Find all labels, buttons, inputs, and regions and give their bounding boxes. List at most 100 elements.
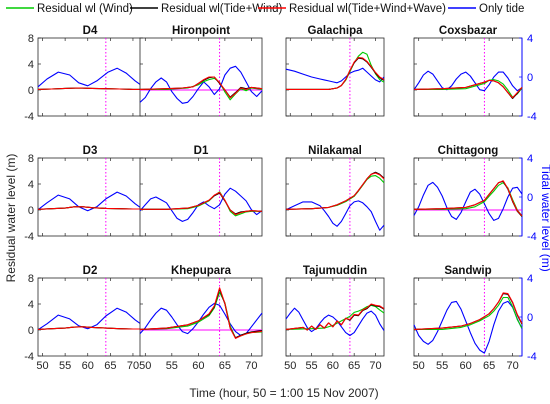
- panel-frame: [285, 37, 385, 117]
- panel-frame: [285, 277, 385, 357]
- x-tick-label: 60: [82, 360, 94, 372]
- panel-frame: [139, 277, 263, 357]
- series-line-tide: [413, 300, 523, 354]
- panel-galachipa: Galachipa: [285, 25, 385, 117]
- panel-title: Chittagong: [438, 145, 499, 157]
- x-tick-label: 65: [104, 360, 116, 372]
- y-tick-label-left: 8: [28, 153, 34, 165]
- series-line-tide: [413, 181, 523, 221]
- y-tick-label-left: -4: [24, 231, 34, 243]
- panel-sandwip: Sandwip 50 55 60 65 70 -4 0 4: [413, 265, 537, 372]
- y-tick-label-left: 8: [28, 33, 34, 45]
- x-tick-label: 65: [483, 360, 495, 372]
- legend-entry-twv: Residual wl(Tide+Wind+Wave): [258, 3, 446, 15]
- panel-frame: [413, 37, 523, 117]
- series-line-twv: [140, 191, 263, 216]
- series-line-tide: [285, 200, 385, 231]
- x-tick-label: 55: [59, 360, 71, 372]
- panel-chittagong: Chittagong -4 0 4: [413, 145, 537, 243]
- y-tick-label-right: 4: [527, 273, 533, 285]
- panel-frame: [139, 157, 263, 237]
- y-tick-label-right: 4: [527, 33, 533, 45]
- series-line-twv: [37, 206, 142, 210]
- panel-d1: D1: [139, 145, 263, 237]
- x-tick-label: 55: [166, 360, 178, 372]
- y-tick-label-left: 4: [28, 59, 34, 71]
- panel-frame: [37, 37, 143, 117]
- panel-frame: [37, 157, 143, 237]
- panel-title: D4: [83, 25, 98, 37]
- y-tick-label-left: 0: [28, 205, 34, 217]
- y-tick-label-left: 0: [28, 325, 34, 337]
- series-line-twv: [413, 79, 523, 99]
- panel-title: Nilakamal: [308, 145, 362, 157]
- legend-label-tw: Residual wl(Tide+Wind): [161, 3, 282, 15]
- legend-entry-wind: Residual wl (Wind): [6, 3, 133, 15]
- y-tick-label-left: 4: [28, 179, 34, 191]
- x-tick-label: 70: [506, 360, 518, 372]
- panel-d4: D4 -4 0 4 8: [24, 25, 143, 123]
- y-tick-label-left: 4: [28, 299, 34, 311]
- panel-title: D2: [83, 265, 98, 277]
- series-line-tide: [37, 307, 143, 331]
- legend-label-tide: Only tide: [479, 3, 524, 15]
- x-tick-label: 70: [127, 360, 139, 372]
- y-tick-label-right: 0: [527, 72, 533, 84]
- y-tick-label-left: -4: [24, 351, 34, 363]
- x-tick-label: 55: [305, 360, 317, 372]
- series-line-wind: [414, 296, 523, 330]
- x-tick-label: 50: [139, 360, 151, 372]
- x-tick-label: 50: [36, 360, 48, 372]
- panel-title: D3: [83, 145, 98, 157]
- panel-khepupara: Khepupara 50 55 60 65 70: [139, 265, 263, 372]
- panel-frame: [37, 277, 143, 357]
- series-line-wind: [285, 304, 385, 330]
- series-line-tide: [37, 67, 143, 88]
- panel-hironpoint: Hironpoint: [139, 25, 263, 117]
- x-tick-label: 50: [284, 360, 296, 372]
- y-tick-label-right: 0: [527, 312, 533, 324]
- series-line-tide: [139, 187, 263, 222]
- panel-frame: [413, 277, 523, 357]
- y-tick-label-right: -4: [527, 231, 537, 243]
- series-line-tide: [285, 307, 385, 337]
- panel-frame: [285, 157, 385, 237]
- panel-coxsbazar: Coxsbazar -4 0 4: [413, 25, 537, 123]
- x-tick-label: 60: [327, 360, 339, 372]
- legend-entry-tw: Residual wl(Tide+Wind): [130, 3, 282, 15]
- panel-title: Khepupara: [171, 265, 232, 277]
- panel-title: Coxsbazar: [439, 25, 498, 37]
- series-line-tide: [37, 191, 143, 212]
- series-line-tide: [139, 65, 263, 104]
- y-tick-label-left: -4: [24, 111, 34, 123]
- panel-frame: [139, 37, 263, 117]
- y-tick-label-right: 0: [527, 192, 533, 204]
- panel-title: Galachipa: [308, 25, 364, 37]
- y-axis-label-right: Tidal water level (m): [539, 164, 550, 272]
- x-tick-label: 55: [436, 360, 448, 372]
- x-axis-label: Time (hour, 50 = 1:00 15 Nov 2007): [189, 386, 378, 400]
- panel-nilakamal: Nilakamal: [285, 145, 385, 237]
- y-tick-label-right: 4: [527, 153, 533, 165]
- series-line-twv: [139, 287, 263, 339]
- legend-label-twv: Residual wl(Tide+Wind+Wave): [289, 3, 446, 15]
- series-line-twv: [413, 292, 523, 330]
- y-tick-label-left: 8: [28, 273, 34, 285]
- legend-entry-tide: Only tide: [448, 3, 524, 15]
- panel-title: Sandwip: [444, 265, 491, 277]
- chart-legend: Residual wl (Wind) Residual wl(Tide+Wind)…: [6, 3, 524, 15]
- panel-d3: D3 -4 0 4 8: [24, 145, 143, 243]
- series-line-twv: [37, 326, 142, 330]
- panel-title: Tajumuddin: [303, 265, 367, 277]
- panel-title: D1: [194, 145, 209, 157]
- y-tick-label-right: -4: [527, 351, 537, 363]
- series-line-tide: [285, 67, 385, 84]
- y-tick-label-right: -4: [527, 111, 537, 123]
- series-line-twv: [285, 303, 385, 331]
- panel-title: Hironpoint: [172, 25, 230, 37]
- x-tick-label: 60: [192, 360, 204, 372]
- y-axis-label-left: Residual water level (m): [4, 154, 18, 283]
- panel-tajumuddin: Tajumuddin 50 55 60 65 70: [284, 265, 385, 372]
